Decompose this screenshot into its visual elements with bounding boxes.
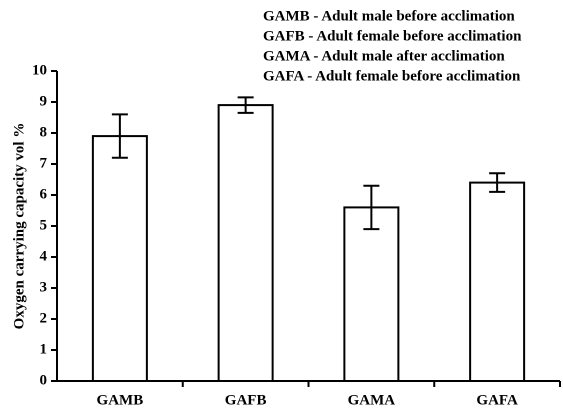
x-tick-label: GAFB [225,392,267,408]
bar [91,135,148,382]
y-tick-label: 2 [40,310,48,326]
y-tick-label: 10 [32,62,47,78]
x-tick-label: GAFA [476,392,518,408]
x-tick-label: GAMA [348,392,396,408]
y-tick-label: 4 [40,248,48,264]
y-tick-label: 0 [40,372,48,388]
x-tick-label: GAMB [97,392,144,408]
y-tick-label: 9 [40,93,48,109]
legend-note: GAFB - Adult female before acclimation [263,28,522,44]
y-tick-label: 5 [40,217,48,233]
y-tick-label: 8 [40,124,48,140]
y-axis-label: Oxygen carrying capacity vol % [11,123,27,330]
y-tick-label: 7 [40,155,48,171]
bar [469,181,526,382]
y-tick-label: 3 [40,279,48,295]
bar [217,104,274,382]
legend-note: GAMA - Adult male after acclimation [263,48,505,64]
legend-note: GAMB - Adult male before acclimation [263,8,515,24]
bar [343,206,400,382]
y-tick-label: 1 [40,341,48,357]
legend-note: GAFA - Adult female before acclimation [263,68,521,84]
y-tick-label: 6 [40,186,48,202]
